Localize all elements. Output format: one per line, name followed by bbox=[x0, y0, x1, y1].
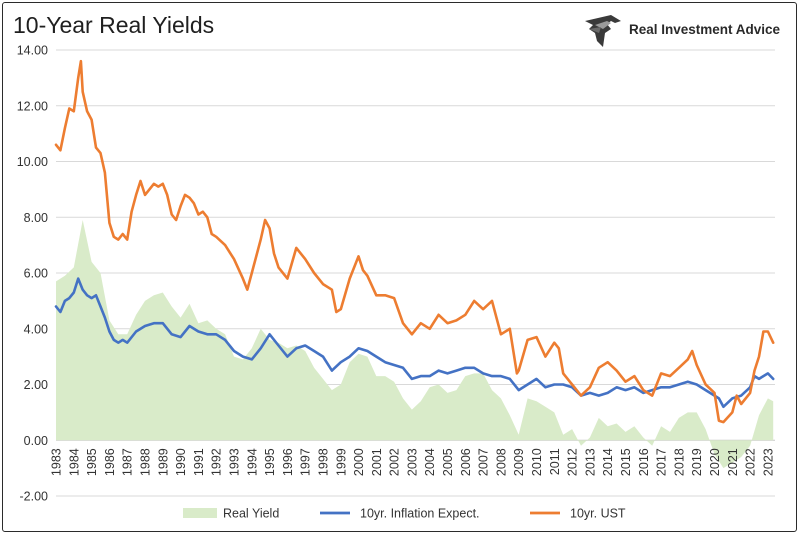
legend-label: 10yr. UST bbox=[570, 507, 626, 521]
x-tick-label: 2011 bbox=[548, 448, 562, 475]
x-tick-label: 2006 bbox=[459, 448, 473, 476]
x-tick-label: 2008 bbox=[494, 448, 508, 476]
y-tick-label: -2.00 bbox=[20, 490, 49, 504]
x-tick-label: 1988 bbox=[139, 448, 153, 476]
x-tick-label: 2005 bbox=[441, 448, 455, 476]
chart-title: 10-Year Real Yields bbox=[13, 12, 215, 38]
y-tick-label: 2.00 bbox=[24, 378, 48, 392]
x-tick-label: 2012 bbox=[566, 448, 580, 476]
y-tick-label: 0.00 bbox=[24, 434, 48, 448]
y-tick-label: 12.00 bbox=[17, 99, 48, 113]
y-tick-label: 14.00 bbox=[17, 44, 48, 58]
x-tick-label: 2016 bbox=[637, 448, 651, 476]
x-tick-label: 2010 bbox=[530, 448, 544, 476]
x-tick-label: 1983 bbox=[50, 448, 64, 476]
x-tick-label: 2020 bbox=[708, 448, 722, 476]
brand-logo-group: Real Investment Advice bbox=[581, 11, 786, 51]
x-tick-label: 2004 bbox=[423, 448, 437, 476]
x-tick-label: 2019 bbox=[690, 448, 704, 476]
x-tick-label: 1994 bbox=[245, 448, 259, 476]
x-tick-label: 2017 bbox=[655, 448, 669, 476]
x-tick-label: 1992 bbox=[210, 448, 224, 476]
x-tick-label: 2001 bbox=[370, 448, 384, 476]
x-tick-label: 2002 bbox=[388, 448, 402, 476]
x-tick-label: 1984 bbox=[67, 448, 81, 476]
x-tick-label: 2013 bbox=[583, 448, 597, 476]
x-tick-label: 1986 bbox=[103, 448, 117, 476]
legend: Real Yield 10yr. Inflation Expect. 10yr. U… bbox=[183, 507, 626, 521]
x-tick-label: 1996 bbox=[281, 448, 295, 476]
x-tick-label: 1999 bbox=[334, 448, 348, 476]
line-chart: -2.00 0.00 2.00 4.00 6.00 8.00 10.00 12.00 14.00… bbox=[17, 44, 776, 521]
x-tick-label: 2000 bbox=[352, 448, 366, 476]
x-tick-label: 1997 bbox=[299, 448, 313, 476]
x-tick-label: 2014 bbox=[601, 448, 615, 476]
eagle-icon bbox=[585, 15, 621, 47]
legend-label: 10yr. Inflation Expect. bbox=[360, 507, 480, 521]
x-tick-label: 1995 bbox=[263, 448, 277, 476]
y-tick-label: 6.00 bbox=[24, 267, 48, 281]
x-tick-label: 1998 bbox=[317, 448, 331, 476]
y-tick-label: 8.00 bbox=[24, 211, 48, 225]
x-tick-label: 2009 bbox=[512, 448, 526, 476]
legend-swatch-real-yield bbox=[183, 508, 217, 518]
legend-label: Real Yield bbox=[223, 507, 279, 521]
series-lines bbox=[54, 59, 775, 424]
x-tick-label: 2015 bbox=[619, 448, 633, 476]
y-tick-label: 4.00 bbox=[24, 322, 48, 336]
y-axis: -2.00 0.00 2.00 4.00 6.00 8.00 10.00 12.00 14.00 bbox=[17, 44, 48, 504]
ust-10yr-line bbox=[54, 59, 775, 424]
x-tick-label: 2007 bbox=[477, 448, 491, 476]
x-tick-label: 2018 bbox=[672, 448, 686, 476]
x-tick-label: 1990 bbox=[174, 448, 188, 476]
x-tick-label: 1985 bbox=[85, 448, 99, 476]
y-tick-label: 10.00 bbox=[17, 155, 48, 169]
x-tick-label: 1993 bbox=[228, 448, 242, 476]
x-tick-label: 2022 bbox=[744, 448, 758, 476]
real-yield-area bbox=[56, 220, 774, 469]
real-yield-area-path bbox=[56, 220, 774, 469]
x-tick-label: 2023 bbox=[761, 448, 775, 476]
x-tick-label: 1991 bbox=[192, 448, 206, 476]
x-axis: 1983 1984 1985 1986 1987 1988 1989 1990 1991 1992… bbox=[50, 448, 776, 476]
x-tick-label: 2003 bbox=[405, 448, 419, 476]
x-tick-label: 1989 bbox=[156, 448, 170, 476]
x-tick-label: 1987 bbox=[121, 448, 135, 476]
inflation-expectation-line bbox=[54, 277, 775, 409]
brand-name: Real Investment Advice bbox=[629, 22, 781, 37]
x-tick-label: 2021 bbox=[726, 448, 740, 476]
